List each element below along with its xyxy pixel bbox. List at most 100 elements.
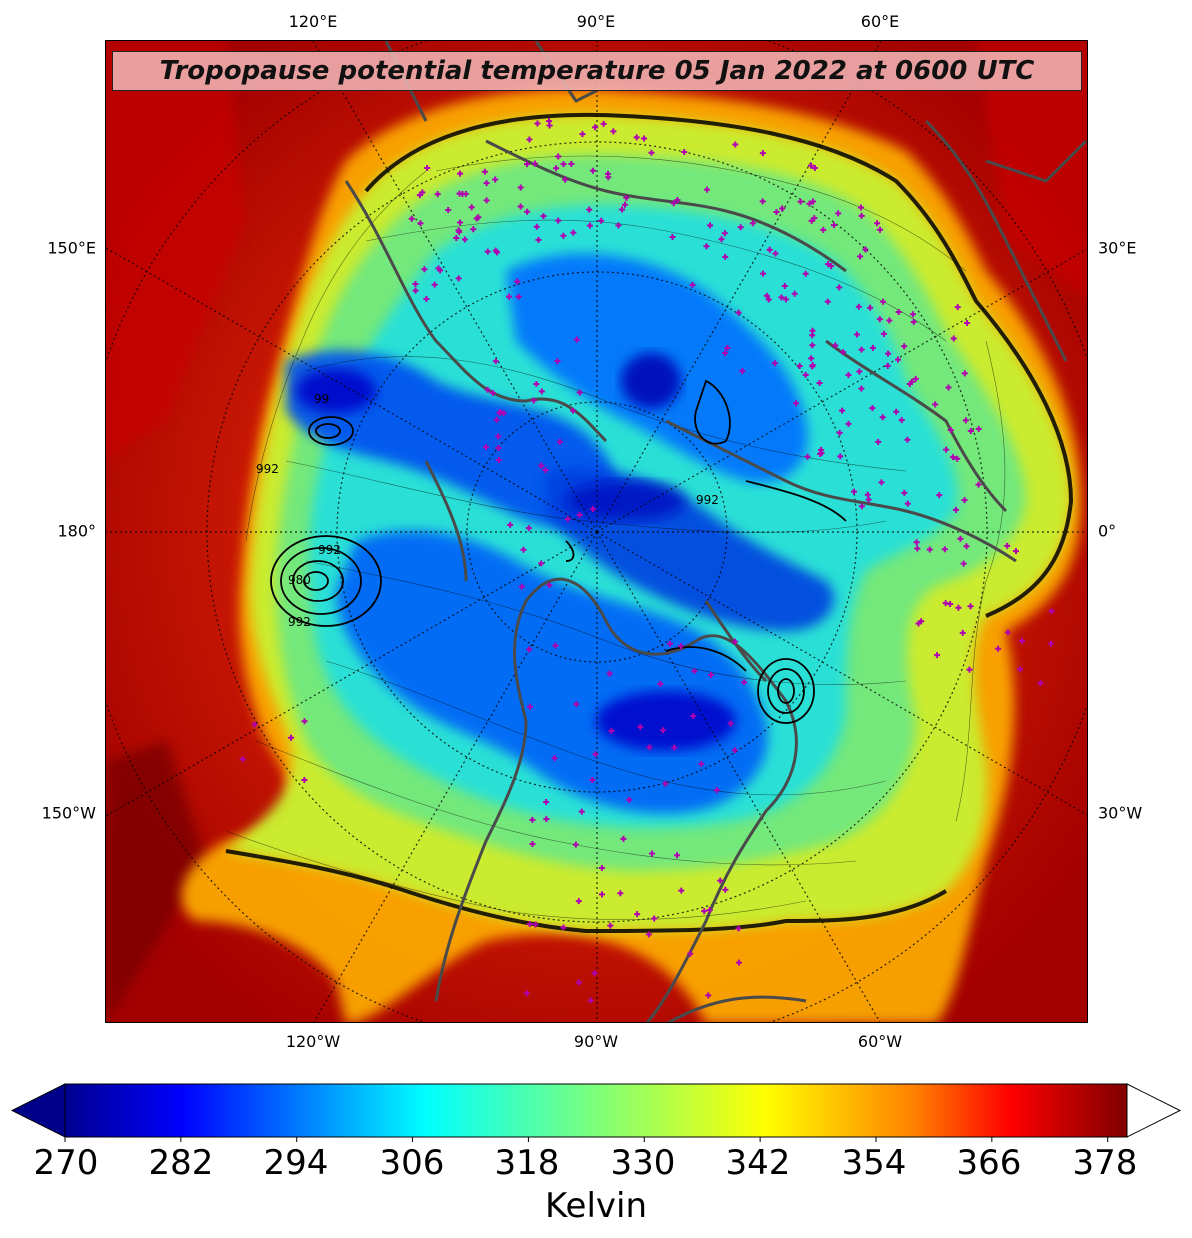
- station-marker: [453, 235, 460, 242]
- station-marker: [840, 349, 847, 356]
- station-marker: [809, 342, 816, 349]
- station-marker: [857, 253, 864, 260]
- station-marker: [455, 275, 462, 282]
- station-marker: [572, 841, 579, 848]
- station-marker: [967, 428, 974, 435]
- colorbar-tick-label: 270: [33, 1143, 99, 1183]
- station-marker: [573, 701, 580, 708]
- station-marker: [523, 990, 530, 997]
- station-marker: [605, 174, 612, 181]
- station-marker: [962, 417, 969, 424]
- station-marker: [884, 362, 891, 369]
- station-marker: [493, 416, 500, 423]
- station-marker: [845, 372, 852, 379]
- station-marker: [901, 343, 908, 350]
- station-marker: [517, 203, 524, 210]
- station-marker: [816, 379, 823, 386]
- station-marker: [904, 436, 911, 443]
- station-marker: [934, 652, 941, 659]
- station-marker: [707, 222, 714, 229]
- colorbar-unit-label: Kelvin: [544, 1186, 648, 1226]
- station-marker: [589, 777, 596, 784]
- station-marker: [468, 204, 475, 211]
- station-marker: [591, 970, 598, 977]
- station-marker: [963, 543, 970, 550]
- colorbar-tick-label: 306: [379, 1143, 445, 1183]
- station-marker: [949, 454, 956, 461]
- station-marker: [520, 546, 527, 553]
- station-marker: [759, 150, 766, 157]
- station-marker: [936, 492, 943, 499]
- station-marker: [942, 600, 949, 607]
- station-marker: [562, 176, 569, 183]
- station-marker: [586, 206, 593, 213]
- station-marker: [495, 433, 502, 440]
- station-marker: [858, 346, 865, 353]
- station-marker: [648, 149, 655, 156]
- station-marker: [778, 294, 785, 301]
- station-marker: [535, 236, 542, 243]
- station-marker: [542, 467, 549, 474]
- cold-core-3: [596, 691, 736, 751]
- station-marker: [722, 350, 729, 357]
- lon-label-top: 60°E: [860, 12, 900, 31]
- station-marker: [621, 201, 628, 208]
- station-marker: [904, 500, 911, 507]
- colorbar-tick-label: 294: [263, 1143, 329, 1183]
- station-marker: [481, 168, 488, 175]
- station-marker: [671, 744, 678, 751]
- colorbar-ticks: [64, 1137, 1109, 1142]
- station-marker: [589, 506, 596, 513]
- station-marker: [835, 210, 842, 217]
- lon-label-top: 120°E: [288, 12, 338, 31]
- station-marker: [1037, 680, 1044, 687]
- station-marker: [869, 344, 876, 351]
- station-marker: [687, 950, 694, 957]
- station-marker: [570, 229, 577, 236]
- station-marker: [853, 331, 860, 338]
- station-marker: [569, 407, 576, 414]
- station-marker: [526, 136, 533, 143]
- lon-label-bottom: 90°W: [573, 1032, 619, 1051]
- station-marker: [598, 864, 605, 871]
- station-marker: [820, 226, 827, 233]
- station-marker: [771, 360, 778, 367]
- station-marker: [568, 160, 575, 167]
- station-marker: [239, 756, 246, 763]
- station-marker: [779, 205, 786, 212]
- station-marker: [560, 161, 567, 168]
- station-marker: [1048, 608, 1055, 615]
- station-marker: [908, 378, 915, 385]
- contour-label: 992: [288, 615, 311, 629]
- station-marker: [895, 309, 902, 316]
- station-marker: [662, 780, 669, 787]
- colorbar-tick-label: 378: [1072, 1143, 1138, 1183]
- station-marker: [552, 642, 559, 649]
- station-marker: [424, 165, 431, 172]
- station-marker: [879, 414, 886, 421]
- station-marker: [546, 582, 553, 589]
- station-marker: [645, 931, 652, 938]
- station-marker: [867, 304, 874, 311]
- station-marker: [607, 922, 614, 929]
- station-marker: [538, 462, 545, 469]
- station-marker: [858, 385, 865, 392]
- station-marker: [802, 270, 809, 277]
- station-marker: [876, 316, 883, 323]
- red-band-west: [106, 41, 246, 461]
- station-marker: [301, 777, 308, 784]
- station-marker: [804, 453, 811, 460]
- polar-stereographic-map: 99 992 992 980 992 992: [106, 41, 1087, 1022]
- red-band-northeast: [976, 41, 1087, 300]
- station-marker: [538, 388, 545, 395]
- station-marker: [457, 170, 464, 177]
- station-marker: [945, 384, 952, 391]
- dynamic-tropopause-edge: [364, 112, 1074, 618]
- station-marker: [735, 925, 742, 932]
- station-marker: [739, 368, 746, 375]
- station-marker: [417, 220, 424, 227]
- station-marker: [856, 368, 863, 375]
- station-marker: [875, 438, 882, 445]
- station-marker: [606, 670, 613, 677]
- station-marker: [950, 335, 957, 342]
